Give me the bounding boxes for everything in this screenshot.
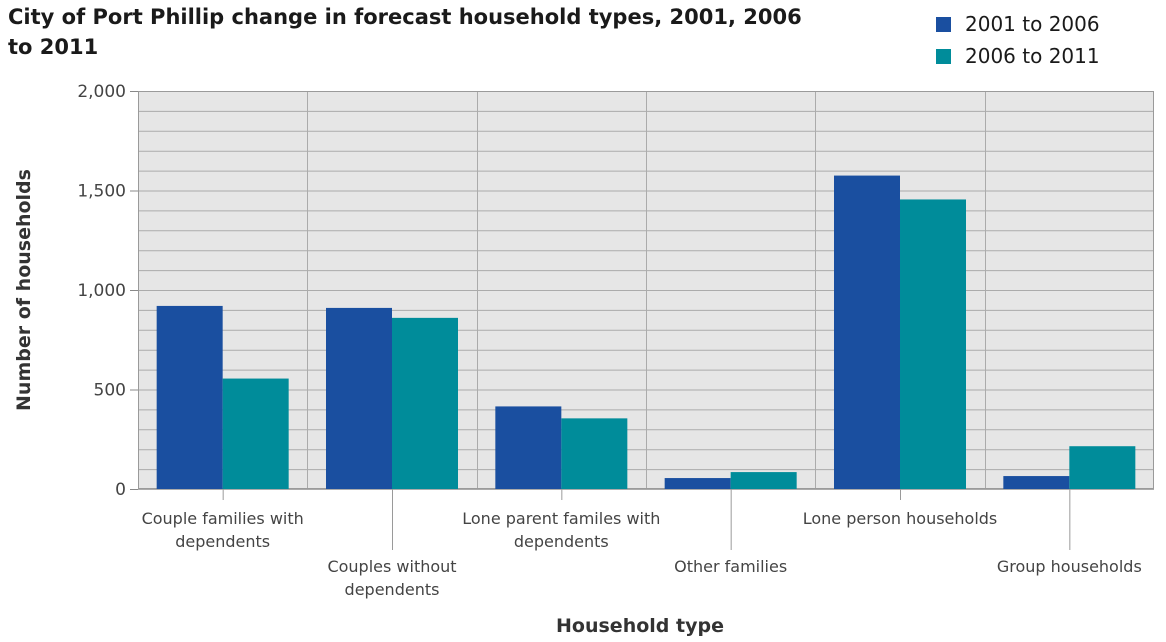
y-tick-label: 1,500: [77, 182, 126, 202]
bar: [495, 406, 562, 489]
x-axis-title: Household type: [556, 615, 724, 637]
bar: [326, 307, 392, 489]
y-tick-label: 2,000: [77, 82, 126, 102]
bar: [1069, 446, 1136, 489]
y-tick-label: 1,000: [77, 281, 126, 301]
plot-frame: [138, 91, 1154, 489]
bar: [222, 378, 289, 489]
bar: [392, 317, 458, 489]
bar: [834, 175, 900, 489]
x-tick-label: Couple families with dependents: [142, 509, 304, 551]
x-tick-label: Lone person households: [803, 509, 998, 528]
bar: [664, 478, 731, 489]
bar: [156, 305, 223, 489]
x-tick-label: Other families: [674, 557, 787, 576]
legend-label-series-2: 2006 to 2011: [965, 44, 1100, 68]
y-tick-label: 0: [115, 480, 126, 500]
chart-title: City of Port Phillip change in forecast …: [8, 5, 802, 59]
x-tick-label: Group households: [997, 557, 1142, 576]
legend-swatch-series-1: [936, 16, 951, 32]
legend: 2001 to 2006 2006 to 2011: [936, 8, 1100, 72]
y-axis-title: Number of households: [13, 169, 35, 411]
legend-label-series-1: 2001 to 2006: [965, 12, 1100, 36]
x-tick-label: Couples without dependents: [327, 557, 456, 599]
legend-swatch-series-2: [936, 48, 951, 64]
legend-item-series-1: 2001 to 2006: [936, 8, 1100, 40]
bar: [561, 418, 628, 489]
x-tick-label: Lone parent familes with dependents: [462, 509, 660, 551]
bar: [1003, 476, 1070, 489]
y-tick-label: 500: [94, 381, 126, 401]
legend-item-series-2: 2006 to 2011: [936, 40, 1100, 72]
bar: [900, 199, 966, 489]
bar: [730, 472, 797, 489]
